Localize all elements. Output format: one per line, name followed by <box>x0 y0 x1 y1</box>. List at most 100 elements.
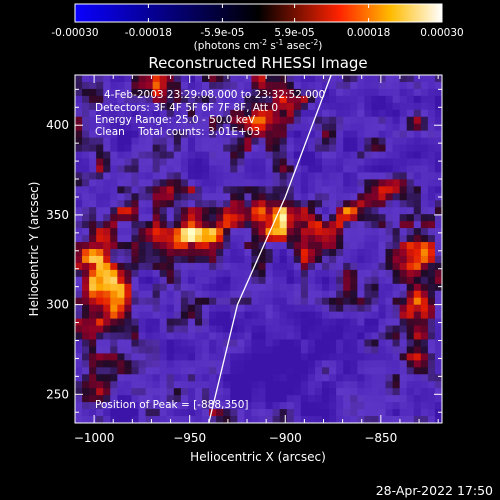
heatmap-cell <box>124 374 133 382</box>
heatmap-cell <box>96 137 104 146</box>
heatmap-cell <box>124 353 133 361</box>
heatmap-cell <box>314 165 323 174</box>
heatmap-cell <box>187 269 196 278</box>
heatmap-cell <box>392 186 401 194</box>
heatmap-cell <box>392 242 401 250</box>
heatmap-cell <box>399 332 408 341</box>
heatmap-cell <box>307 165 316 174</box>
heatmap-cell <box>350 353 358 361</box>
heatmap-cell <box>286 151 295 160</box>
heatmap-cell <box>131 395 140 403</box>
heatmap-cell <box>258 311 267 320</box>
heatmap-cell <box>103 158 111 167</box>
heatmap-cell <box>75 367 83 375</box>
heatmap-cell <box>89 297 97 306</box>
heatmap-cell <box>173 123 182 132</box>
heatmap-cell <box>413 130 422 139</box>
heatmap-cell <box>230 332 238 341</box>
heatmap-cell <box>251 228 260 236</box>
heatmap-cell <box>279 304 288 313</box>
heatmap-cell <box>357 242 365 250</box>
heatmap-cell <box>371 409 380 417</box>
heatmap-cell <box>96 151 104 160</box>
heatmap-cell <box>82 360 90 368</box>
heatmap-cell <box>96 276 104 285</box>
heatmap-cell <box>286 75 295 83</box>
heatmap-cell <box>336 200 344 208</box>
colorbar-tick-label: 5.9e-05 <box>274 27 314 39</box>
heatmap-cell <box>180 88 189 97</box>
heatmap-cell <box>138 151 147 160</box>
heatmap-cell <box>166 339 175 348</box>
heatmap-cell <box>138 269 147 278</box>
heatmap-cell <box>322 130 330 139</box>
heatmap-cell <box>406 123 415 132</box>
heatmap-cell <box>392 346 401 354</box>
heatmap-cell <box>427 388 436 396</box>
heatmap-cell <box>314 332 323 341</box>
heatmap-cell <box>202 207 210 215</box>
heatmap-cell <box>329 388 337 396</box>
heatmap-cell <box>110 186 118 194</box>
heatmap-cell <box>244 318 253 327</box>
heatmap-cell <box>385 81 394 90</box>
heatmap-cell <box>427 242 436 250</box>
heatmap-cell <box>336 207 344 215</box>
heatmap-cell <box>279 374 288 382</box>
heatmap-cell <box>82 109 90 118</box>
heatmap-cell <box>131 360 140 368</box>
heatmap-cell <box>420 388 429 396</box>
heatmap-cell <box>103 360 111 368</box>
heatmap-cell <box>350 290 358 299</box>
heatmap-cell <box>336 158 344 167</box>
heatmap-cell <box>420 402 429 410</box>
heatmap-cell <box>230 130 238 139</box>
heatmap-cell <box>272 137 281 146</box>
heatmap-cell <box>279 186 288 194</box>
heatmap-cell <box>166 255 175 264</box>
heatmap-cell <box>300 102 309 111</box>
heatmap-cell <box>244 95 253 104</box>
heatmap-cell <box>279 130 288 139</box>
heatmap-cell <box>434 395 442 403</box>
heatmap-cell <box>103 81 111 90</box>
heatmap-cell <box>329 276 337 285</box>
heatmap-cell <box>364 283 373 292</box>
heatmap-cell <box>279 109 288 118</box>
heatmap-cell <box>364 109 373 118</box>
heatmap-cell <box>378 318 387 327</box>
heatmap-cell <box>251 102 260 111</box>
heatmap-cell <box>329 262 337 271</box>
heatmap-cell <box>420 262 429 271</box>
heatmap-cell <box>202 276 210 285</box>
heatmap-cell <box>399 193 408 201</box>
x-tick-label: −950 <box>173 431 206 445</box>
heatmap-cell <box>420 297 429 306</box>
heatmap-cell <box>138 332 147 341</box>
footer-timestamp: 28-Apr-2022 17:50 <box>376 483 493 498</box>
heatmap-cell <box>131 95 140 104</box>
heatmap-cell <box>180 137 189 146</box>
heatmap-cell <box>194 276 203 285</box>
heatmap-cell <box>159 242 168 250</box>
heatmap-cell <box>251 297 260 306</box>
heatmap-cell <box>180 165 189 174</box>
heatmap-cell <box>180 228 189 236</box>
heatmap-cell <box>434 269 442 278</box>
heatmap-cell <box>145 318 154 327</box>
heatmap-cell <box>187 88 196 97</box>
heatmap-cell <box>392 172 401 180</box>
heatmap-cell <box>265 116 274 125</box>
heatmap-cell <box>82 172 90 180</box>
heatmap-cell <box>138 193 147 201</box>
heatmap-cell <box>223 332 231 341</box>
heatmap-cell <box>223 144 231 153</box>
heatmap-cell <box>322 304 330 313</box>
heatmap-cell <box>110 290 118 299</box>
heatmap-cell <box>209 367 217 375</box>
heatmap-cell <box>371 179 380 187</box>
heatmap-cell <box>258 123 267 132</box>
heatmap-cell <box>350 332 358 341</box>
heatmap-cell <box>293 409 302 417</box>
heatmap-cell <box>209 207 217 215</box>
